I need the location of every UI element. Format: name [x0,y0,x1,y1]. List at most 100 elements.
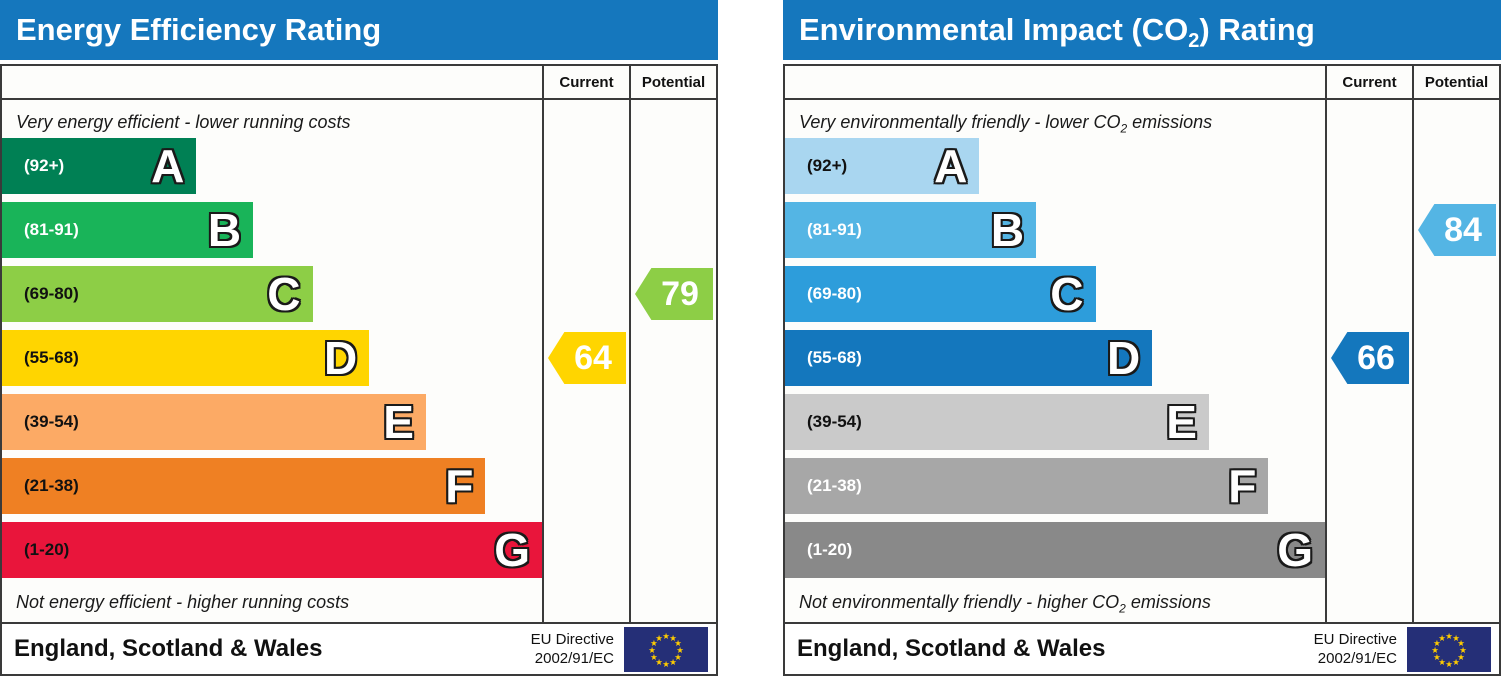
svg-text:★: ★ [1445,632,1453,642]
band-bar: (55-68) D [785,330,1153,386]
svg-text:★: ★ [676,646,684,656]
svg-text:★: ★ [662,632,670,642]
band-row-d: (55-68) D [785,330,1325,386]
band-range-label: (39-54) [807,412,862,431]
top-caption: Very environmentally friendly - lower CO… [785,106,1325,138]
svg-text:★: ★ [655,633,663,643]
eu-directive-line1: EU Directive [530,630,614,648]
svg-text:★: ★ [650,653,658,663]
panel-title-subscript: 2 [1188,30,1200,53]
band-range-label: (21-38) [807,476,862,495]
band-letter: G [494,524,530,576]
band-bar: (69-80) C [2,266,313,322]
band-letter: E [1166,396,1197,448]
svg-text:★: ★ [669,658,677,668]
footer-region-label: England, Scotland & Wales [797,635,1106,662]
svg-text:★: ★ [1445,660,1453,670]
panel-footer: England, Scotland & Wales EU Directive 2… [2,622,716,674]
current-column: 64 [542,100,629,622]
band-range-label: (81-91) [807,220,862,239]
band-letter: D [1106,332,1141,384]
panel-title-text-post: ) Rating [1199,12,1315,47]
band-range-label: (92+) [807,156,848,175]
svg-text:★: ★ [1438,658,1446,668]
potential-column-header: Potential [629,66,716,100]
band-range-label: (81-91) [24,220,79,239]
band-letter: D [323,332,358,384]
eu-directive-line1: EU Directive [1313,630,1397,648]
current-column: 66 [1325,100,1412,622]
band-range-label: (1-20) [24,540,70,559]
bottom-caption-text: Not energy efficient - higher running co… [16,592,350,612]
band-row-b: (81-91) B [2,202,542,258]
chart-area: Very environmentally friendly - lower CO… [785,100,1325,622]
svg-text:★: ★ [1438,633,1446,643]
svg-text:★: ★ [1431,646,1439,656]
top-caption-text: Very environmentally friendly - lower CO [799,112,1121,132]
footer-region-label: England, Scotland & Wales [14,635,323,662]
band-range-label: (69-80) [24,284,79,303]
svg-text:★: ★ [655,658,663,668]
bottom-caption-subscript: 2 [1119,601,1126,616]
band-row-a: (92+) A [785,138,1325,194]
svg-text:★: ★ [1457,653,1465,663]
corner-cell [2,66,542,100]
bottom-caption: Not energy efficient - higher running co… [2,586,542,618]
potential-rating-marker: 84 [1418,204,1496,256]
band-range-label: (92+) [24,156,65,175]
panel-title-bar: Environmental Impact (CO2) Rating [783,0,1501,60]
eu-directive-label: EU Directive 2002/91/EC [1314,630,1397,669]
potential-column: 79 [629,100,716,622]
rating-table: Current Potential Very environmentally f… [783,64,1501,676]
svg-text:★: ★ [1433,639,1441,649]
svg-text:★: ★ [1452,633,1460,643]
band-bar: (69-80) C [785,266,1096,322]
band-letter: F [1228,460,1257,512]
svg-text:★: ★ [669,633,677,643]
top-caption-text-post: emissions [1127,112,1213,132]
band-letter: F [445,460,474,512]
svg-text:★: ★ [1459,646,1467,656]
band-row-b: (81-91) B [785,202,1325,258]
band-row-g: (1-20) G [2,522,542,578]
band-bar: (55-68) D [2,330,370,386]
band-bar: (92+) A [785,138,980,194]
potential-rating-marker: 79 [635,268,713,320]
panel-title: Environmental Impact (CO2) Rating [799,12,1315,52]
band-bar: (21-38) F [2,458,486,514]
band-letter: B [990,204,1025,256]
band-letter: G [1277,524,1313,576]
corner-cell [785,66,1325,100]
svg-text:★: ★ [662,660,670,670]
panel-title-text: Energy Efficiency Rating [16,12,382,47]
band-row-e: (39-54) E [2,394,542,450]
panel-title-text: Environmental Impact (CO [799,12,1189,47]
panel-energy-efficiency: Energy Efficiency Rating Current Potenti… [0,0,718,676]
potential-column: 84 [1412,100,1499,622]
band-range-label: (69-80) [807,284,862,303]
top-caption: Very energy efficient - lower running co… [2,106,542,138]
svg-text:★: ★ [1433,653,1441,663]
eu-flag-icon: ★ ★★ ★★★ ★★★ ★★★ [624,626,708,672]
current-column-header: Current [542,66,629,100]
svg-text:★: ★ [650,639,658,649]
current-rating-value: 64 [574,338,612,377]
bottom-caption-text-post: emissions [1125,592,1211,612]
band-row-a: (92+) A [2,138,542,194]
current-rating-marker: 64 [548,332,626,384]
band-letter: A [151,140,185,192]
potential-rating-value: 79 [661,274,699,313]
band-range-label: (39-54) [24,412,79,431]
band-range-label: (21-38) [24,476,79,495]
band-letter: A [934,140,968,192]
current-column-header: Current [1325,66,1412,100]
bottom-caption-text: Not environmentally friendly - higher CO [799,592,1120,612]
band-row-d: (55-68) D [2,330,542,386]
potential-column-header: Potential [1412,66,1499,100]
svg-text:★: ★ [674,653,682,663]
band-row-g: (1-20) G [785,522,1325,578]
chart-area: Very energy efficient - lower running co… [2,100,542,622]
svg-text:★: ★ [1457,639,1465,649]
bottom-caption: Not environmentally friendly - higher CO… [785,586,1325,618]
